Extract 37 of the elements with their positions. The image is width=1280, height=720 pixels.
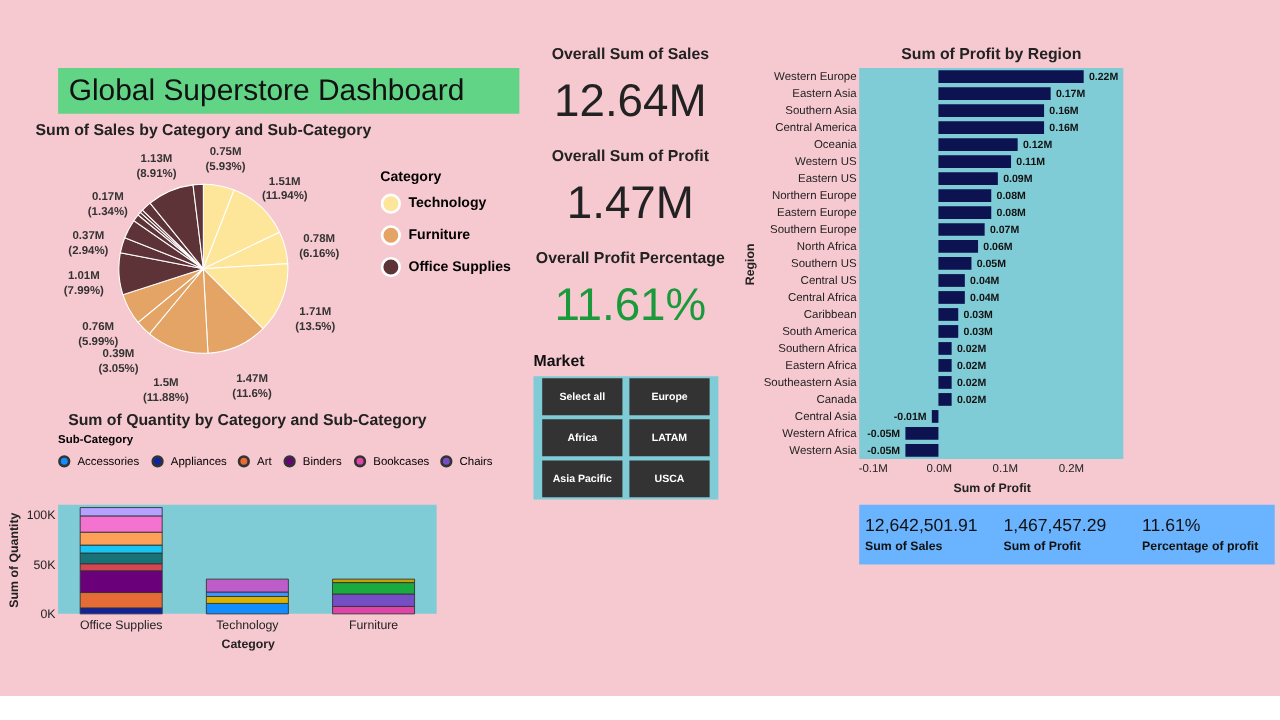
bar [938,308,959,321]
bar [938,206,992,219]
bar [938,104,1045,117]
bar [938,121,1045,134]
bar [938,155,1012,168]
bar [938,70,1084,83]
text: Overall Profit Percentage [535,249,726,268]
bar [938,274,965,287]
chart-title: Sum of Quantity by Category and Sub-Category [68,411,428,430]
text: Global Superstore Dashboard [68,73,465,108]
text: 12.64M [554,73,707,126]
text: Overall Sum of Profit [551,147,710,166]
bar [938,138,1018,151]
text: 12,642,501.91 [865,514,978,535]
bar [905,444,939,457]
bar [938,342,952,355]
text: 1.47M [566,175,694,228]
chart-title: Sum of Sales by Category and Sub-Category [35,121,373,140]
bar [938,359,952,372]
bar [931,410,939,423]
text: 11.61% [1142,514,1201,535]
text: 11.61% [554,277,707,330]
bar [938,257,972,270]
bar [938,393,952,406]
bar [938,325,959,338]
text: Overall Sum of Sales [551,45,711,64]
bar [938,376,952,389]
bar [905,427,939,440]
bar [938,240,979,253]
bar [938,291,965,304]
text: Market [533,351,586,370]
chart-title: Sum of Profit by Region [901,45,1082,64]
text: 1,467,457.29 [1003,514,1107,535]
bar [938,172,998,185]
bar [938,223,985,236]
bar [938,189,992,202]
bar [938,87,1051,100]
